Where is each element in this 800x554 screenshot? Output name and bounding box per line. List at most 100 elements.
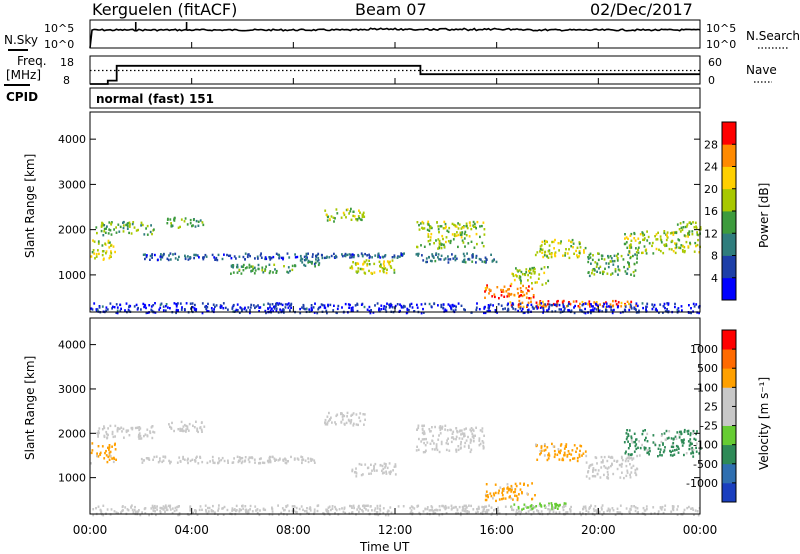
velocity-cell-1124	[102, 504, 105, 507]
power-cell-15	[108, 246, 111, 249]
power-cell-1538	[676, 308, 679, 311]
power-cell-121	[189, 222, 192, 225]
velocity-cell-694	[564, 502, 567, 505]
power-cell-280	[232, 271, 235, 274]
nsearch-label: N.Search	[746, 29, 800, 43]
velocity-cell-597	[576, 459, 579, 463]
velocity-cell-812	[624, 452, 627, 455]
power-cell-1738	[95, 308, 98, 311]
power-cell-1319	[281, 303, 284, 307]
velocity-cell-1089	[548, 511, 551, 514]
power-cell-437	[348, 253, 351, 256]
velocity-cell-482	[450, 436, 453, 439]
power-cell-1167	[624, 237, 626, 240]
power-cell-252	[275, 271, 278, 274]
power-cell-286	[231, 264, 234, 267]
velocity-cell-1331	[124, 506, 127, 509]
power-cell-887	[578, 251, 581, 254]
velocity-cell-46	[97, 433, 99, 437]
power-cell-1729	[677, 307, 680, 310]
power-cell-1233	[279, 308, 281, 311]
power-cell-855	[570, 245, 573, 248]
power-cell-676	[426, 260, 428, 264]
power-cell-776	[620, 301, 623, 305]
power-cbar-label: Power [dB]	[757, 183, 771, 248]
velocity-cell-1055	[457, 512, 460, 515]
velocity-cell-269	[145, 457, 148, 460]
velocity-cell-368	[358, 462, 361, 466]
power-cell-1360	[624, 305, 627, 308]
power-cell-1462	[326, 311, 328, 315]
power-cell-1097	[697, 238, 699, 242]
velocity-cell-131	[200, 428, 203, 431]
power-cell-1010	[616, 259, 619, 262]
velocity-cell-495	[461, 437, 464, 440]
power-cell-304	[250, 265, 253, 268]
power-cell-96	[129, 223, 131, 226]
velocity-cell-207	[277, 459, 280, 462]
power-cell-935	[531, 282, 533, 285]
power-cell-327	[311, 262, 313, 265]
velocity-cell-433	[447, 442, 449, 446]
power-cell-704	[494, 295, 496, 299]
velocity-cell-803	[628, 454, 630, 457]
velocity-cell-563	[519, 488, 522, 491]
velocity-cell-1455	[176, 505, 178, 509]
velocity-cell-295	[350, 414, 353, 417]
power-cell-1450	[207, 310, 210, 313]
velocity-cell-249	[286, 460, 289, 463]
velocity-cell-1282	[139, 513, 142, 517]
power-cell-467	[369, 255, 371, 258]
velocity-cell-588	[571, 449, 574, 452]
power-cell-185	[307, 252, 309, 255]
velocity-cell-1269	[544, 506, 547, 509]
velocity-cell-1290	[222, 513, 225, 516]
velocity-cell-726	[589, 463, 592, 467]
velocity-cell-688	[554, 505, 557, 508]
velocity-cell-1107	[374, 507, 377, 510]
power-cell-1311	[399, 303, 401, 306]
power-cell-313	[299, 259, 302, 262]
velocity-cell-171	[141, 461, 144, 464]
velocity-cell-447	[437, 438, 440, 441]
velocity-cell-1358	[672, 505, 675, 508]
power-cell-249	[273, 263, 276, 266]
power-cell-478	[320, 253, 323, 257]
power-cell-1765	[655, 307, 657, 311]
velocity-cell-24	[112, 460, 115, 464]
power-cell-235	[221, 257, 224, 261]
power-cell-1202	[694, 221, 697, 224]
velocity-cell-1201	[510, 506, 513, 509]
power-cell-565	[435, 239, 437, 242]
power-cell-792	[614, 299, 617, 303]
velocity-cell-473	[483, 434, 485, 437]
power-cell-322	[304, 264, 307, 267]
power-cell-1527	[595, 308, 598, 311]
power-cell-1502	[385, 305, 387, 309]
velocity-cell-1297	[443, 506, 446, 509]
velocity-cell-380	[470, 448, 473, 451]
velocity-cell-783	[594, 475, 597, 478]
velocity-cell-391	[469, 450, 472, 454]
velocity-cell-81	[107, 433, 109, 437]
power-cell-5	[108, 257, 111, 260]
velocity-cell-652	[563, 451, 566, 454]
velocity-cell-479	[482, 446, 485, 449]
power-cell-1249	[593, 307, 596, 310]
velocity-cell-832	[647, 449, 650, 452]
power-cell-1118	[643, 245, 646, 248]
velocity-cell-611	[553, 455, 556, 459]
power-cell-14	[105, 252, 107, 255]
power-cell-672	[444, 257, 447, 260]
power-cell-1370	[422, 307, 424, 311]
power-cell-73	[106, 225, 108, 228]
power-cell-1012	[620, 254, 623, 258]
velocity-cell-1506	[244, 509, 247, 512]
power-cell-246	[230, 257, 233, 260]
velocity-cell-1412	[309, 507, 312, 510]
power-cell-68	[122, 224, 125, 227]
velocity-cell-527	[519, 482, 522, 485]
velocity-cell-714	[629, 463, 631, 466]
power-cell-174	[159, 258, 162, 261]
power-cell-1733	[542, 311, 544, 314]
